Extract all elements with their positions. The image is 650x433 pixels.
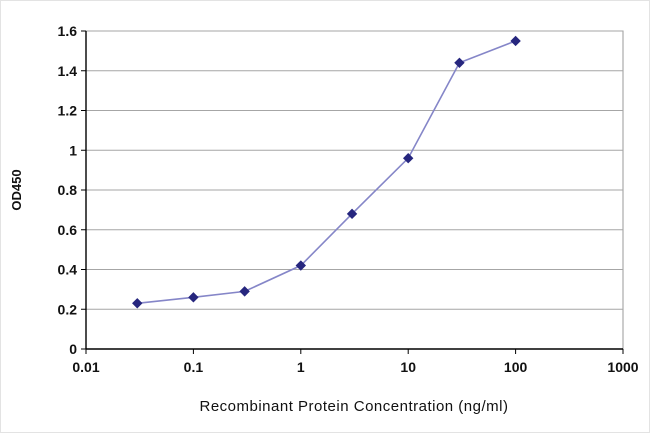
y-tick-label: 1.4 <box>58 63 78 79</box>
y-tick-label: 0 <box>69 341 77 357</box>
data-point <box>454 57 465 69</box>
data-point <box>239 286 250 297</box>
y-axis-title: OD450 <box>9 169 24 210</box>
y-tick-label: 0.8 <box>58 182 78 198</box>
y-tick-label: 0.4 <box>58 262 78 278</box>
y-tick-label: 0.6 <box>58 222 78 238</box>
x-tick-label: 0.01 <box>72 359 99 375</box>
y-tick-label: 1.2 <box>58 103 78 119</box>
y-tick-label: 1 <box>69 142 77 158</box>
data-point <box>132 298 143 309</box>
x-tick-label: 1 <box>297 359 305 375</box>
data-point <box>295 260 307 271</box>
x-tick-label: 10 <box>400 359 416 375</box>
x-tick-label: 0.1 <box>184 359 204 375</box>
plot-area: 0 0.2 0.4 0.6 0.8 1 1.2 1.4 1.6 0.01 0.1 1 10 100 1000 <box>58 23 639 375</box>
data-point <box>188 292 199 303</box>
y-tick-label: 1.6 <box>58 23 78 39</box>
y-tick-label: 0.2 <box>58 301 78 317</box>
data-point <box>402 152 414 164</box>
x-axis-title: Recombinant Protein Concentration (ng/ml… <box>200 398 509 415</box>
data-point <box>346 208 358 220</box>
series-line <box>137 40 516 305</box>
data-point <box>510 35 521 47</box>
x-tick-label: 100 <box>504 359 528 375</box>
x-tick-label: 1000 <box>607 359 638 375</box>
